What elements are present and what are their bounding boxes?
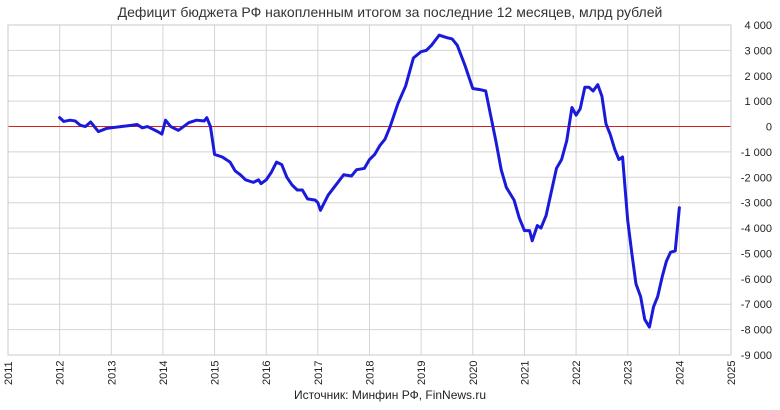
y-tick-label: 1 000 xyxy=(744,96,772,108)
y-tick-label: 0 xyxy=(766,122,772,134)
y-tick-label: -7 000 xyxy=(741,299,772,311)
x-tick-label: 2014 xyxy=(158,361,170,385)
x-tick-label: 2019 xyxy=(416,361,428,385)
x-tick-label: 2024 xyxy=(674,361,686,385)
y-tick-label: -3 000 xyxy=(741,198,772,210)
y-tick-label: -5 000 xyxy=(741,248,772,260)
y-tick-label: 3 000 xyxy=(744,45,772,57)
x-tick-label: 2022 xyxy=(571,361,583,385)
y-tick-label: -2 000 xyxy=(741,172,772,184)
y-tick-label: -9 000 xyxy=(741,350,772,362)
x-tick-label: 2025 xyxy=(726,361,738,385)
y-axis: 4 000 3 000 2 000 1 000 0 -1 000 -2 000 -3 000 -… xyxy=(741,20,772,362)
grid-lines xyxy=(7,24,732,356)
source-note: Источник: Минфин РФ, FinNews.ru xyxy=(293,388,487,402)
x-axis: 2011 2012 2013 2014 2015 2016 2017 2018 2019 2020… xyxy=(3,361,738,385)
chart-title: Дефицит бюджета РФ накопленным итогом за… xyxy=(117,4,663,20)
x-tick-label: 2021 xyxy=(519,361,531,385)
y-tick-label: 4 000 xyxy=(744,20,772,32)
y-tick-label: -4 000 xyxy=(741,223,772,235)
y-tick-label: -6 000 xyxy=(741,274,772,286)
x-tick-label: 2020 xyxy=(468,361,480,385)
series-line xyxy=(58,33,681,329)
x-tick-label: 2011 xyxy=(3,361,15,385)
x-tick-label: 2016 xyxy=(261,361,273,385)
x-tick-label: 2012 xyxy=(55,361,67,385)
x-tick-label: 2018 xyxy=(365,361,377,385)
y-tick-label: 2 000 xyxy=(744,71,772,83)
x-tick-label: 2017 xyxy=(313,361,325,385)
x-tick-label: 2023 xyxy=(623,361,635,385)
plot-frame xyxy=(7,24,732,356)
y-tick-label: -8 000 xyxy=(741,325,772,337)
y-tick-label: -1 000 xyxy=(741,147,772,159)
x-tick-label: 2015 xyxy=(210,361,222,385)
x-tick-label: 2013 xyxy=(106,361,118,385)
